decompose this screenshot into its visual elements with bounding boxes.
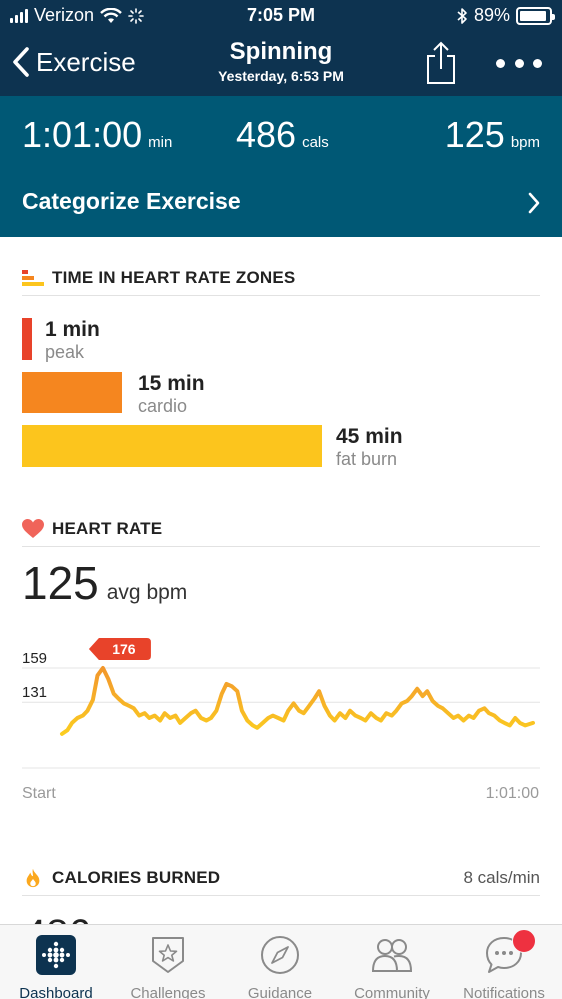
calories-unit: cals bbox=[302, 134, 329, 151]
guidance-icon bbox=[261, 936, 299, 974]
heart-rate-chart[interactable]: 159 131 176 Start 1:01:00 bbox=[0, 620, 562, 810]
zones-section-header: TIME IN HEART RATE ZONES bbox=[22, 262, 540, 296]
more-options-icon[interactable] bbox=[496, 56, 542, 70]
avg-bpm-unit: avg bpm bbox=[106, 581, 188, 604]
tab-notifications-label: Notifications bbox=[463, 985, 545, 999]
heart-rate-zones-icon bbox=[22, 270, 44, 286]
avg-bpm-value: 125 bbox=[22, 557, 99, 609]
bpm-metric: 125 bpm bbox=[445, 114, 540, 156]
signal-icon bbox=[10, 8, 28, 23]
tab-bar: Dashboard Challenges Guidance Community … bbox=[0, 924, 562, 999]
duration-value: 1:01:00 bbox=[22, 114, 143, 155]
tab-guidance[interactable]: Guidance bbox=[224, 931, 336, 999]
heart-rate-section-header: HEART RATE bbox=[22, 513, 540, 547]
tab-community-label: Community bbox=[354, 985, 430, 999]
x-tick-label-end: 1:01:00 bbox=[486, 785, 539, 802]
zone-peak-name: peak bbox=[45, 342, 85, 362]
duration-unit: min bbox=[148, 134, 173, 151]
back-label: Exercise bbox=[36, 46, 136, 77]
status-bar: Verizon 7:05 PM 89% bbox=[0, 0, 562, 32]
battery-icon bbox=[516, 6, 555, 25]
peak-marker bbox=[88, 638, 151, 661]
zone-peak-bar bbox=[22, 318, 32, 360]
categorize-label: Categorize Exercise bbox=[22, 188, 241, 214]
share-icon[interactable] bbox=[424, 40, 458, 86]
bluetooth-icon bbox=[457, 7, 467, 24]
zone-fat-burn-bar bbox=[22, 425, 322, 467]
heart-rate-title: HEART RATE bbox=[52, 519, 163, 538]
peak-label: 176 bbox=[112, 641, 136, 657]
calories-rate: 8 cals/min bbox=[463, 868, 540, 887]
y-tick-label: 131 bbox=[22, 684, 47, 701]
notification-badge bbox=[512, 929, 536, 953]
duration-metric: 1:01:00 min bbox=[22, 114, 172, 156]
flame-icon bbox=[26, 868, 40, 888]
carrier-name: Verizon bbox=[34, 5, 95, 25]
chevron-left-icon bbox=[13, 47, 29, 77]
zone-peak-value: 1 min bbox=[45, 318, 100, 341]
heart-icon bbox=[22, 519, 44, 538]
top-header: Verizon 7:05 PM 89% bbox=[0, 0, 562, 96]
zones-title: TIME IN HEART RATE ZONES bbox=[52, 268, 296, 287]
tab-guidance-label: Guidance bbox=[247, 985, 313, 999]
nav-title-block: Spinning Yesterday, 6:53 PM bbox=[141, 38, 421, 84]
tab-challenges[interactable]: Challenges bbox=[112, 931, 224, 999]
categorize-exercise-button[interactable]: Categorize Exercise bbox=[0, 178, 562, 228]
dashboard-icon bbox=[36, 935, 76, 975]
page-title: Spinning bbox=[229, 38, 333, 65]
status-left: Verizon bbox=[10, 5, 144, 26]
zone-cardio-value: 15 min bbox=[138, 372, 205, 395]
chevron-right-icon bbox=[528, 192, 540, 214]
exercise-summary: 1:01:00 min 486 cals 125 bpm Categorize … bbox=[0, 96, 562, 237]
zone-cardio-bar bbox=[22, 372, 122, 413]
back-button[interactable]: Exercise bbox=[12, 46, 136, 78]
battery-percent: 89% bbox=[473, 5, 510, 25]
bpm-unit: bpm bbox=[510, 134, 540, 151]
page-subtitle: Yesterday, 6:53 PM bbox=[218, 68, 344, 84]
tab-notifications[interactable]: Notifications bbox=[448, 929, 560, 999]
tab-dashboard-label: Dashboard bbox=[19, 985, 93, 999]
tab-dashboard[interactable]: Dashboard bbox=[0, 931, 112, 999]
challenges-icon bbox=[152, 937, 184, 973]
x-tick-label-start: Start bbox=[22, 785, 56, 802]
wifi-icon bbox=[100, 7, 122, 23]
tab-community[interactable]: Community bbox=[336, 931, 448, 999]
zone-cardio-name: cardio bbox=[138, 396, 188, 416]
status-right: 89% bbox=[456, 5, 555, 26]
heart-rate-series-line bbox=[60, 666, 535, 736]
zone-fat-burn-value: 45 min bbox=[336, 425, 403, 448]
activity-spinner-icon bbox=[128, 7, 144, 24]
tab-challenges-label: Challenges bbox=[130, 985, 206, 999]
community-icon bbox=[372, 939, 412, 972]
avg-heart-rate: 125 avg bpm bbox=[22, 556, 187, 610]
status-time: 7:05 PM bbox=[246, 5, 316, 25]
calories-section-header: CALORIES BURNED 8 cals/min bbox=[22, 862, 540, 896]
nav-bar: Exercise Spinning Yesterday, 6:53 PM bbox=[0, 32, 562, 96]
calories-title: CALORIES BURNED bbox=[52, 868, 221, 887]
bpm-value: 125 bbox=[444, 114, 505, 155]
calories-value: 486 bbox=[236, 114, 297, 155]
zone-fat-burn-name: fat burn bbox=[336, 449, 398, 469]
calories-metric: 486 cals bbox=[236, 114, 329, 156]
y-tick-label: 159 bbox=[22, 650, 47, 667]
